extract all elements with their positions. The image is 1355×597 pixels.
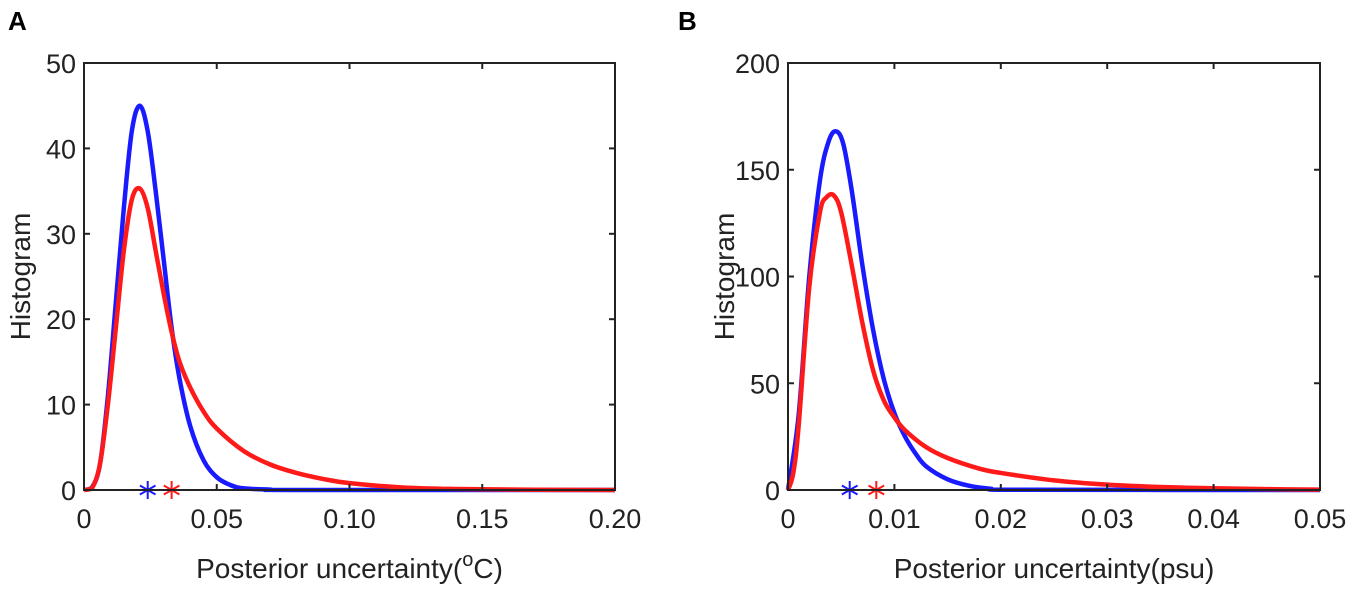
y-tick-label: 20: [46, 305, 76, 335]
panel-label: A: [8, 6, 27, 36]
x-axis-label-superscript: o: [462, 549, 473, 571]
x-tick-label: 0: [76, 504, 91, 534]
x-axis-label: Posterior uncertainty(oC): [196, 549, 503, 584]
panel-label: B: [678, 6, 697, 36]
y-tick-label: 50: [750, 369, 780, 399]
x-tick-label: 0.05: [190, 504, 243, 534]
y-tick-label: 100: [735, 263, 780, 293]
y-tick-label: 30: [46, 220, 76, 250]
x-axis-label-suffix: C): [473, 553, 503, 584]
x-tick-label: 0.02: [975, 504, 1028, 534]
x-tick-label: 0.20: [589, 504, 642, 534]
axes-box: [787, 62, 1321, 491]
x-tick-label: 0.10: [323, 504, 376, 534]
series-line-red: [83, 185, 616, 493]
y-tick-label: 10: [46, 391, 76, 421]
y-tick-label: 150: [735, 156, 780, 186]
series-line-blue: [785, 129, 1321, 493]
y-tick-label: 0: [61, 476, 76, 506]
panel-B: B 0 0.01 0.02 0.03 0.04 0.05 0 50 100 150 200 Poster…: [678, 6, 1346, 584]
y-axis-label: Histogram: [709, 213, 740, 341]
series-line-red: [785, 191, 1321, 492]
y-tick-label: 50: [46, 49, 76, 79]
x-axis-label: Posterior uncertainty(psu): [894, 553, 1215, 584]
x-tick-label: 0.04: [1187, 504, 1240, 534]
y-tick-label: 40: [46, 134, 76, 164]
y-tick-label: 200: [735, 49, 780, 79]
x-tick-label: 0.05: [1294, 504, 1347, 534]
x-tick-label: 0.01: [868, 504, 921, 534]
x-tick-label: 0.03: [1081, 504, 1134, 534]
y-tick-label: 0: [765, 476, 780, 506]
y-axis-label: Histogram: [5, 213, 36, 341]
panel-A: A 0 0.05 0.10 0.15 0.20 0 10 20 30 40 50 Posterior u…: [5, 6, 641, 584]
x-tick-label: 0: [780, 504, 795, 534]
x-tick-label: 0.15: [456, 504, 509, 534]
